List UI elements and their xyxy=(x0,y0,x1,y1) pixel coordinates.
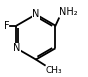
Text: CH₃: CH₃ xyxy=(46,66,62,75)
Text: N: N xyxy=(13,43,20,53)
Text: F: F xyxy=(4,21,9,31)
Text: NH₂: NH₂ xyxy=(59,7,77,17)
Text: N: N xyxy=(32,9,40,19)
